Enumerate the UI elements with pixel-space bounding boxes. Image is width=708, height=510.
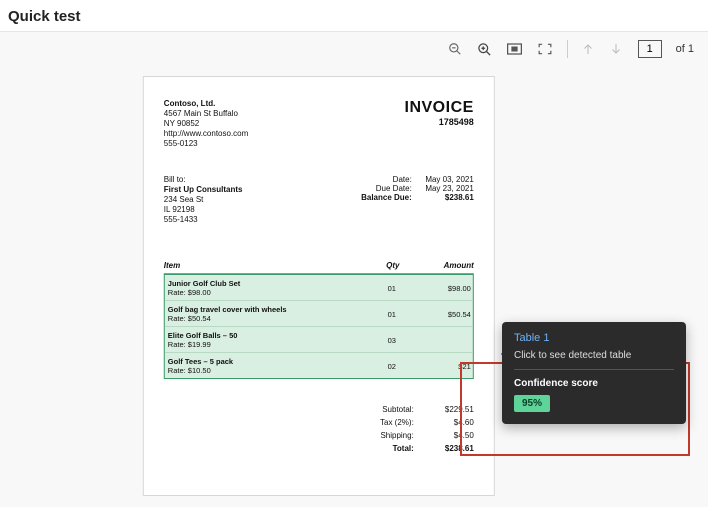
item-amount: $50.54 <box>417 310 473 319</box>
page-total-label: of 1 <box>676 43 694 55</box>
item-name: Golf bag travel cover with wheels <box>168 305 367 314</box>
confidence-badge: 95% <box>514 395 550 412</box>
item-rate: Rate: $98.00 <box>168 288 367 297</box>
item-name: Golf Tees – 5 pack <box>168 357 367 366</box>
zoom-in-icon[interactable] <box>477 41 493 57</box>
item-rate: Rate: $50.54 <box>168 314 367 323</box>
callout-divider <box>514 369 674 370</box>
sender-addr2: NY 90852 <box>164 119 248 129</box>
item-rate: Rate: $10.50 <box>168 366 367 375</box>
billto-name: First Up Consultants <box>164 185 243 195</box>
col-qty: Qty <box>368 261 418 270</box>
item-qty: 03 <box>367 336 417 345</box>
tax-value: $4.60 <box>424 418 474 427</box>
total-label: Total: <box>354 444 414 453</box>
table-row: Elite Golf Balls – 50Rate: $19.99 03 <box>165 326 473 352</box>
toolbar-separator <box>567 40 568 58</box>
billto-label: Bill to: <box>164 175 243 185</box>
invoice-title-block: INVOICE 1785498 <box>405 99 474 149</box>
totals-block: Subtotal: $229.51 Tax (2%): $4.60 Shipping… <box>164 403 474 455</box>
invoice-meta: Date:May 03, 2021 Due Date:May 23, 2021 … <box>348 175 474 225</box>
item-qty: 01 <box>367 310 417 319</box>
sender-addr1: 4567 Main St Buffalo <box>164 109 248 119</box>
items-header: Item Qty Amount <box>164 261 474 274</box>
next-page-icon[interactable] <box>610 42 624 56</box>
billto-block: Bill to: First Up Consultants 234 Sea St… <box>164 175 243 225</box>
page-title: Quick test <box>0 0 708 31</box>
detection-callout[interactable]: Table 1 Click to see detected table Conf… <box>502 322 686 424</box>
invoice-number: 1785498 <box>405 117 474 127</box>
due-label: Due Date: <box>348 184 412 193</box>
viewer-toolbar: 1 of 1 <box>447 40 694 58</box>
billto-addr2: IL 92198 <box>164 205 243 215</box>
document-page: Contoso, Ltd. 4567 Main St Buffalo NY 90… <box>143 76 495 496</box>
col-item: Item <box>164 261 368 270</box>
detected-table-region[interactable]: Junior Golf Club SetRate: $98.00 01 $98.… <box>164 274 474 379</box>
items-table: Item Qty Amount Junior Golf Club SetRate… <box>164 261 474 379</box>
shipping-label: Shipping: <box>354 431 414 440</box>
date-value: May 03, 2021 <box>420 175 474 184</box>
billto-phone: 555-1433 <box>164 215 243 225</box>
balance-value: $238.61 <box>420 193 474 202</box>
item-amount: $98.00 <box>417 284 473 293</box>
tax-label: Tax (2%): <box>354 418 414 427</box>
subtotal-label: Subtotal: <box>354 405 414 414</box>
item-amount: $21 <box>417 362 473 371</box>
table-row: Golf bag travel cover with wheelsRate: $… <box>165 300 473 326</box>
item-qty: 01 <box>367 284 417 293</box>
table-row: Golf Tees – 5 packRate: $10.50 02 $21 <box>165 352 473 378</box>
sender-phone: 555-0123 <box>164 139 248 149</box>
invoice-title: INVOICE <box>405 99 474 117</box>
page-number-input[interactable]: 1 <box>638 40 662 58</box>
fit-width-icon[interactable] <box>507 41 523 57</box>
subtotal-value: $229.51 <box>424 405 474 414</box>
billto-addr1: 234 Sea St <box>164 195 243 205</box>
callout-subtitle: Click to see detected table <box>514 350 674 361</box>
due-value: May 23, 2021 <box>420 184 474 193</box>
zoom-out-icon[interactable] <box>447 41 463 57</box>
shipping-value: $4.50 <box>424 431 474 440</box>
col-amount: Amount <box>418 261 474 270</box>
date-label: Date: <box>348 175 412 184</box>
sender-url: http://www.contoso.com <box>164 129 248 139</box>
balance-label: Balance Due: <box>348 193 412 202</box>
item-rate: Rate: $19.99 <box>168 340 367 349</box>
viewer-panel: 1 of 1 Contoso, Ltd. 4567 Main St Buffal… <box>0 31 708 507</box>
item-name: Elite Golf Balls – 50 <box>168 331 367 340</box>
confidence-label: Confidence score <box>514 378 674 389</box>
sender-block: Contoso, Ltd. 4567 Main St Buffalo NY 90… <box>164 99 248 149</box>
callout-title[interactable]: Table 1 <box>514 332 674 344</box>
fullscreen-icon[interactable] <box>537 41 553 57</box>
item-name: Junior Golf Club Set <box>168 279 367 288</box>
table-row: Junior Golf Club SetRate: $98.00 01 $98.… <box>165 275 473 300</box>
item-qty: 02 <box>367 362 417 371</box>
prev-page-icon[interactable] <box>582 42 596 56</box>
total-value: $238.61 <box>424 444 474 453</box>
sender-name: Contoso, Ltd. <box>164 99 248 109</box>
